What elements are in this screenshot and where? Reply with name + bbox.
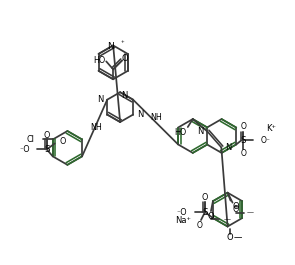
Text: Na⁺: Na⁺ — [175, 215, 191, 224]
Text: O: O — [208, 211, 214, 220]
Text: N: N — [97, 95, 103, 104]
Text: S: S — [44, 145, 50, 154]
Text: HO: HO — [175, 127, 187, 136]
Text: N: N — [197, 127, 204, 136]
Text: K⁺: K⁺ — [266, 124, 276, 133]
Text: N: N — [225, 143, 232, 152]
Text: N: N — [137, 110, 143, 119]
Text: N: N — [107, 42, 114, 51]
Text: O: O — [240, 149, 246, 158]
Text: O: O — [226, 233, 233, 242]
Text: O: O — [232, 202, 239, 211]
Text: —: — — [223, 216, 230, 222]
Text: N: N — [121, 91, 127, 100]
Text: ⁺: ⁺ — [120, 41, 124, 47]
Text: O: O — [122, 54, 129, 63]
Text: ⁻O: ⁻O — [19, 145, 30, 154]
Text: O⁻: O⁻ — [261, 136, 271, 145]
Text: O: O — [197, 220, 203, 229]
Text: HO: HO — [93, 56, 105, 65]
Text: —: — — [233, 233, 242, 242]
Text: NH: NH — [151, 113, 163, 122]
Text: ⁻O: ⁻O — [176, 207, 187, 217]
Text: S: S — [240, 136, 246, 145]
Text: O: O — [240, 122, 246, 131]
Text: —: — — [247, 210, 254, 216]
Text: O: O — [232, 205, 239, 214]
Text: O: O — [44, 131, 50, 140]
Text: Cl: Cl — [27, 135, 35, 144]
Text: O: O — [60, 137, 66, 146]
Text: O: O — [202, 193, 208, 202]
Text: NH: NH — [90, 122, 101, 131]
Text: S: S — [202, 207, 208, 217]
